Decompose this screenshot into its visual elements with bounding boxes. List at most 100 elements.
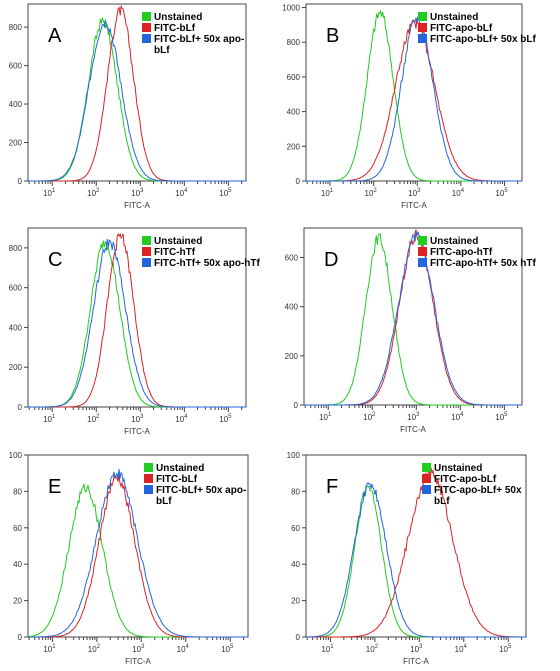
panel-letter: D	[324, 249, 338, 271]
y-tick-label: 400	[287, 108, 301, 117]
x-axis-label: FITC-A	[403, 657, 429, 666]
plot-frame	[27, 454, 249, 638]
legend-label: Unstained	[154, 236, 202, 247]
series-line-fitc-blf-50x-apo-blf	[28, 469, 248, 638]
legend-label: FITC-hTf	[154, 247, 196, 258]
legend-swatch	[144, 485, 153, 494]
x-tick-label: 104	[177, 644, 190, 654]
legend-swatch	[422, 485, 431, 494]
x-tick-label: 103	[407, 412, 420, 422]
panel-letter: E	[48, 476, 61, 498]
legend-label: bLf	[156, 496, 172, 507]
x-tick-label: 103	[410, 644, 423, 654]
legend-swatch	[418, 34, 427, 43]
legend-label: FITC-bLf+ 50x apo-	[156, 485, 246, 496]
y-tick-label: 80	[13, 487, 22, 496]
y-tick-label: 60	[291, 524, 300, 533]
legend-label: FITC-bLf+ 50x apo-	[154, 34, 244, 45]
panel-B: 0 200 400 600 800 1000 101 102 103 104 105 FITC-A B U…	[282, 3, 536, 210]
panel-letter: B	[326, 25, 339, 47]
series-line-fitc-apo-blf-50x-blf	[305, 481, 526, 638]
x-tick-label: 101	[321, 644, 334, 654]
x-tick-label: 101	[43, 644, 56, 654]
y-tick-label: 400	[285, 303, 299, 312]
plot-frame	[27, 227, 247, 408]
series-line-fitc-apo-blf-50x-blf	[306, 15, 522, 182]
x-tick-label: 105	[495, 188, 508, 198]
y-tick-label: 0	[296, 177, 301, 186]
x-tick-label: 103	[132, 644, 145, 654]
y-tick-label: 0	[296, 633, 301, 642]
y-tick-label: 200	[287, 142, 301, 151]
legend-swatch	[422, 463, 431, 472]
y-tick-label: 400	[9, 100, 23, 109]
y-tick-label: 100	[9, 451, 23, 460]
y-tick-label: 200	[9, 139, 23, 148]
series-line-fitc-blf	[28, 475, 248, 638]
legend-label: Unstained	[430, 236, 478, 247]
y-tick-label: 100	[287, 451, 301, 460]
y-tick-label: 600	[287, 73, 301, 82]
legend-label: Unstained	[434, 463, 482, 474]
legend-label: FITC-bLf	[156, 474, 198, 485]
legend-swatch	[142, 23, 151, 32]
legend-swatch	[144, 474, 153, 483]
series-line-fitc-htf-50x-apo-htf	[28, 238, 246, 408]
y-tick-label: 200	[285, 352, 299, 361]
panel-F: 0 20 40 60 80 100 101 102 103 104 105 FITC-A F Unstai…	[287, 451, 527, 666]
y-tick-label: 800	[9, 244, 23, 253]
x-tick-label: 102	[363, 412, 376, 422]
x-tick-label: 103	[131, 414, 144, 424]
panel-E: 0 20 40 60 80 100 101 102 103 104 105 FITC-A E Unstai…	[9, 451, 249, 666]
y-tick-label: 800	[287, 38, 301, 47]
legend-label: FITC-apo-bLf	[430, 23, 493, 34]
x-tick-label: 103	[131, 188, 144, 198]
x-tick-label: 104	[452, 188, 465, 198]
x-tick-label: 102	[87, 414, 100, 424]
y-tick-label: 0	[18, 633, 23, 642]
x-tick-label: 105	[219, 414, 232, 424]
y-tick-label: 40	[13, 560, 22, 569]
x-axis-label: FITC-A	[124, 427, 150, 436]
plot-frame	[305, 3, 523, 182]
legend-label: Unstained	[154, 12, 202, 23]
legend-swatch	[142, 258, 151, 267]
panel-letter: C	[48, 249, 62, 271]
plot-frame	[303, 227, 523, 406]
y-tick-label: 20	[13, 597, 22, 606]
x-tick-label: 101	[43, 414, 56, 424]
y-tick-label: 1000	[282, 3, 300, 12]
panel-D: 0 200 400 600 101 102 103 104 105 FITC-A D Unstaine…	[285, 227, 537, 434]
y-tick-label: 400	[9, 323, 23, 332]
panel-letter: A	[48, 25, 62, 47]
y-tick-label: 0	[18, 403, 23, 412]
legend-swatch	[418, 247, 427, 256]
legend-label: FITC-apo-bLf	[434, 474, 497, 485]
x-axis-label: FITC-A	[401, 201, 427, 210]
x-tick-label: 102	[365, 188, 378, 198]
legend-swatch	[142, 247, 151, 256]
legend-label: FITC-apo-bLf+ 50x bLf	[430, 34, 537, 45]
x-tick-label: 101	[43, 188, 56, 198]
series-line-unstained	[27, 483, 248, 638]
series-line-fitc-apo-blf	[306, 467, 526, 638]
x-axis-label: FITC-A	[125, 657, 151, 666]
x-tick-label: 105	[495, 412, 508, 422]
y-tick-label: 200	[9, 363, 23, 372]
x-tick-label: 102	[366, 644, 379, 654]
panel-A: 0 200 400 600 800 101 102 103 104 105 FITC-A A Unsta…	[9, 3, 247, 210]
x-tick-label: 102	[88, 644, 101, 654]
legend-swatch	[418, 12, 427, 21]
legend-swatch	[142, 236, 151, 245]
x-tick-label: 103	[408, 188, 421, 198]
legend-swatch	[142, 12, 151, 21]
x-tick-label: 105	[219, 188, 232, 198]
plot-frame	[27, 3, 247, 182]
panel-C: 0 200 400 600 800 101 102 103 104 105 FITC-A C Unsta…	[9, 227, 261, 436]
x-tick-label: 104	[455, 644, 468, 654]
x-tick-label: 101	[319, 412, 332, 422]
y-tick-label: 0	[294, 401, 299, 410]
legend-swatch	[418, 236, 427, 245]
y-tick-label: 80	[291, 487, 300, 496]
x-axis-label: FITC-A	[124, 201, 150, 210]
